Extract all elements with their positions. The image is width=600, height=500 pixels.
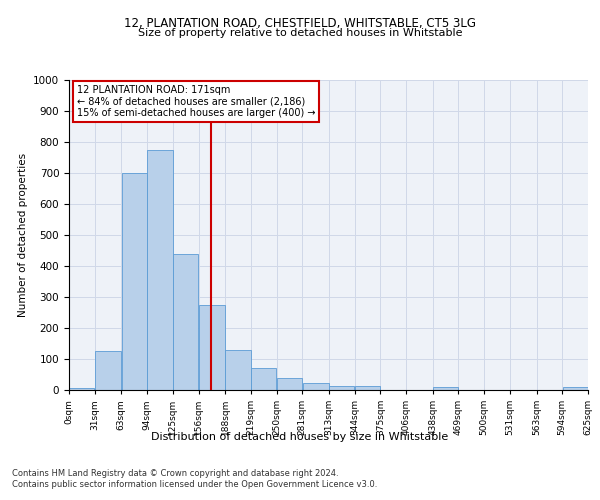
Text: Contains HM Land Registry data © Crown copyright and database right 2024.: Contains HM Land Registry data © Crown c…	[12, 468, 338, 477]
Bar	[355, 386, 380, 390]
Bar	[122, 173, 147, 390]
Bar	[433, 387, 458, 390]
Bar	[226, 350, 251, 390]
Y-axis label: Number of detached properties: Number of detached properties	[17, 153, 28, 317]
Text: 12 PLANTATION ROAD: 171sqm
← 84% of detached houses are smaller (2,186)
15% of s: 12 PLANTATION ROAD: 171sqm ← 84% of deta…	[77, 84, 315, 118]
Text: Distribution of detached houses by size in Whitstable: Distribution of detached houses by size …	[151, 432, 449, 442]
Bar	[148, 150, 173, 390]
Text: Size of property relative to detached houses in Whitstable: Size of property relative to detached ho…	[138, 28, 462, 38]
Bar	[302, 383, 329, 390]
Bar	[277, 378, 302, 390]
Bar	[199, 304, 225, 390]
Bar	[95, 351, 121, 390]
Bar	[251, 368, 277, 390]
Text: 12, PLANTATION ROAD, CHESTFIELD, WHITSTABLE, CT5 3LG: 12, PLANTATION ROAD, CHESTFIELD, WHITSTA…	[124, 18, 476, 30]
Bar	[563, 387, 588, 390]
Text: Contains public sector information licensed under the Open Government Licence v3: Contains public sector information licen…	[12, 480, 377, 489]
Bar	[329, 386, 355, 390]
Bar	[69, 388, 94, 390]
Bar	[173, 254, 198, 390]
